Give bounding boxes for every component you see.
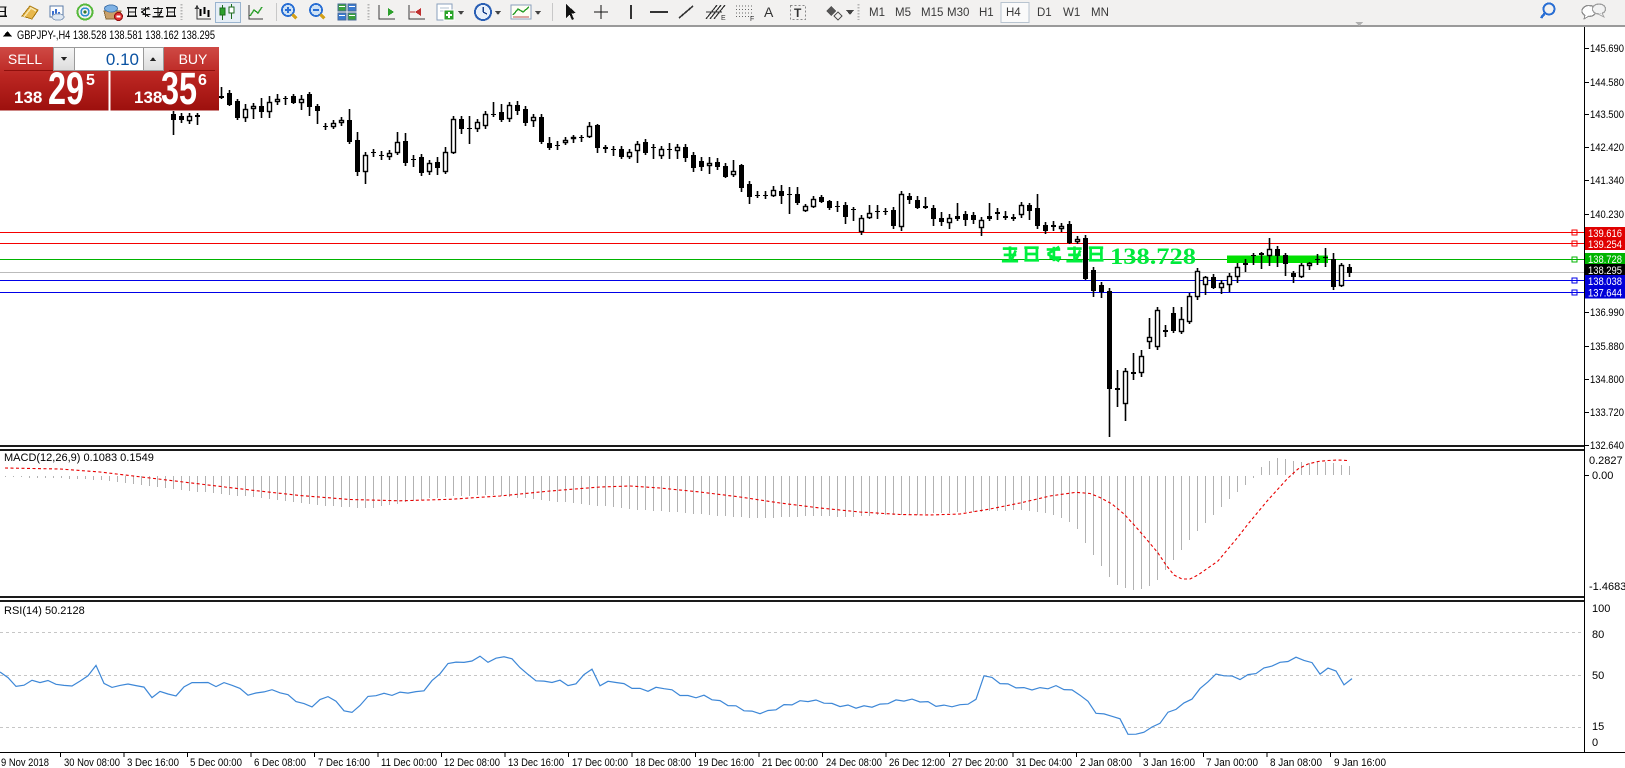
svg-text:6 Dec 08:00: 6 Dec 08:00 — [254, 757, 306, 768]
svg-text:H4: H4 — [1006, 7, 1021, 19]
svg-text:MN: MN — [1091, 7, 1109, 19]
svg-text:19 Dec 16:00: 19 Dec 16:00 — [698, 757, 754, 768]
svg-text:136.990: 136.990 — [1590, 307, 1624, 319]
svg-text:31 Dec 04:00: 31 Dec 04:00 — [1016, 757, 1072, 768]
svg-text:138.728: 138.728 — [1110, 244, 1196, 269]
svg-text:26 Dec 12:00: 26 Dec 12:00 — [889, 757, 945, 768]
svg-text:139.616: 139.616 — [1588, 228, 1622, 240]
svg-text:18 Dec 08:00: 18 Dec 08:00 — [635, 757, 691, 768]
svg-text:M15: M15 — [921, 7, 943, 19]
svg-text:133.720: 133.720 — [1590, 407, 1624, 419]
svg-text:144.580: 144.580 — [1590, 77, 1624, 89]
svg-text:W1: W1 — [1063, 7, 1080, 19]
svg-text:80: 80 — [1592, 629, 1604, 641]
svg-text:GBPJPY-,H4 138.528 138.581 13: GBPJPY-,H4 138.528 138.581 138.162 138.2… — [17, 28, 215, 42]
svg-text:132.640: 132.640 — [1590, 440, 1624, 452]
svg-text:13 Dec 16:00: 13 Dec 16:00 — [508, 757, 564, 768]
svg-text:135.880: 135.880 — [1590, 341, 1624, 353]
svg-text:BUY: BUY — [179, 51, 208, 67]
svg-text:5: 5 — [86, 72, 95, 89]
svg-text:3 Jan 16:00: 3 Jan 16:00 — [1143, 757, 1195, 768]
svg-text:138.295: 138.295 — [1588, 265, 1622, 277]
svg-text:35: 35 — [161, 65, 197, 114]
svg-text:2 Jan 08:00: 2 Jan 08:00 — [1080, 757, 1132, 768]
svg-text:M30: M30 — [947, 7, 969, 19]
svg-text:RSI(14) 50.2128: RSI(14) 50.2128 — [4, 605, 85, 617]
svg-text:0: 0 — [1592, 737, 1598, 749]
svg-text:29: 29 — [48, 65, 84, 114]
svg-text:0.10: 0.10 — [106, 50, 139, 69]
svg-text:A: A — [764, 4, 774, 20]
svg-text:15: 15 — [1592, 721, 1604, 733]
svg-text:138: 138 — [14, 88, 42, 107]
svg-text:3 Dec 16:00: 3 Dec 16:00 — [127, 757, 179, 768]
svg-text:11 Dec 00:00: 11 Dec 00:00 — [381, 757, 437, 768]
svg-text:138: 138 — [134, 88, 162, 107]
svg-text:5 Dec 00:00: 5 Dec 00:00 — [190, 757, 242, 768]
svg-text:30 Nov 08:00: 30 Nov 08:00 — [64, 757, 120, 768]
svg-text:100: 100 — [1592, 603, 1610, 615]
svg-text:-1.4683: -1.4683 — [1589, 581, 1625, 593]
svg-text:M1: M1 — [869, 7, 885, 19]
svg-text:D1: D1 — [1037, 7, 1052, 19]
svg-text:24 Dec 08:00: 24 Dec 08:00 — [826, 757, 882, 768]
svg-text:T: T — [794, 6, 802, 20]
svg-text:F: F — [750, 16, 754, 23]
svg-text:0.2827: 0.2827 — [1589, 455, 1623, 467]
svg-text:6: 6 — [198, 72, 207, 89]
svg-text:H1: H1 — [979, 7, 994, 19]
svg-text:139.254: 139.254 — [1588, 239, 1622, 251]
svg-text:138.728: 138.728 — [1588, 254, 1622, 266]
svg-text:9 Nov 2018: 9 Nov 2018 — [1, 757, 49, 768]
svg-text:143.500: 143.500 — [1590, 109, 1624, 121]
svg-text:138.038: 138.038 — [1588, 276, 1622, 288]
svg-text:MACD(12,26,9) 0.1083 0.1549: MACD(12,26,9) 0.1083 0.1549 — [4, 452, 154, 464]
svg-text:9 Jan 16:00: 9 Jan 16:00 — [1334, 757, 1386, 768]
svg-text:142.420: 142.420 — [1590, 142, 1624, 154]
svg-text:17 Dec 00:00: 17 Dec 00:00 — [572, 757, 628, 768]
svg-text:145.690: 145.690 — [1590, 43, 1624, 55]
svg-text:137.644: 137.644 — [1588, 288, 1622, 300]
svg-text:140.230: 140.230 — [1590, 209, 1624, 221]
svg-text:7 Jan 00:00: 7 Jan 00:00 — [1206, 757, 1258, 768]
svg-text:7 Dec 16:00: 7 Dec 16:00 — [318, 757, 370, 768]
svg-text:12 Dec 08:00: 12 Dec 08:00 — [444, 757, 500, 768]
svg-text:134.800: 134.800 — [1590, 374, 1624, 386]
svg-text:SELL: SELL — [8, 51, 42, 67]
svg-text:E: E — [721, 15, 726, 22]
svg-text:27 Dec 20:00: 27 Dec 20:00 — [952, 757, 1008, 768]
svg-text:0.00: 0.00 — [1592, 470, 1613, 482]
svg-text:M5: M5 — [895, 7, 911, 19]
svg-text:8 Jan 08:00: 8 Jan 08:00 — [1270, 757, 1322, 768]
svg-text:21 Dec 00:00: 21 Dec 00:00 — [762, 757, 818, 768]
svg-text:141.340: 141.340 — [1590, 175, 1624, 187]
svg-text:50: 50 — [1592, 670, 1604, 682]
